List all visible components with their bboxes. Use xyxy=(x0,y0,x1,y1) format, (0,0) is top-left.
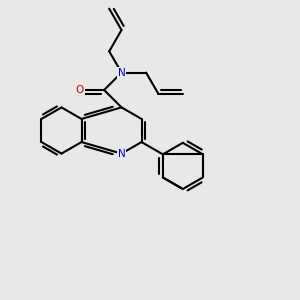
Text: N: N xyxy=(118,148,125,159)
Text: N: N xyxy=(118,68,125,78)
Text: O: O xyxy=(75,85,84,95)
